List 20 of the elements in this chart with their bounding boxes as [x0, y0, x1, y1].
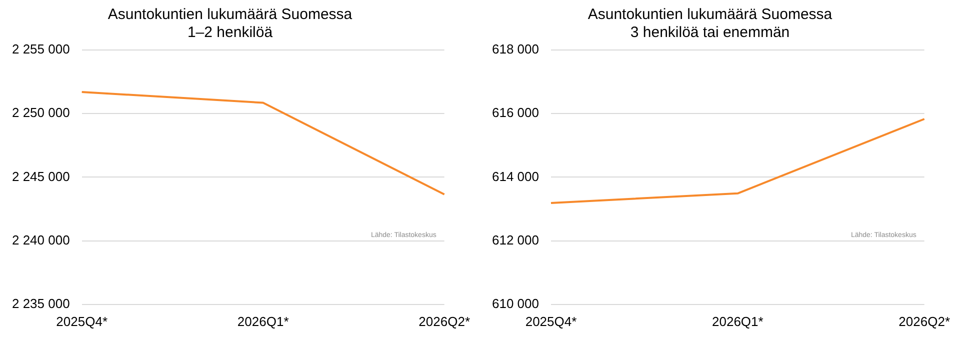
x-tick-label: 2025Q4*	[525, 314, 577, 329]
y-tick-label: 610 000	[492, 296, 539, 311]
x-tick-label: 2026Q2*	[898, 314, 950, 329]
chart-subtitle: 3 henkilöä tai enemmän	[630, 24, 790, 42]
y-tick-label: 614 000	[492, 168, 539, 184]
y-tick-label: 2 255 000	[12, 42, 70, 57]
chart-title: Asuntokuntien lukumäärä Suomessa	[588, 6, 833, 24]
y-tick-label: 2 235 000	[12, 296, 70, 311]
y-tick-label: 2 250 000	[12, 105, 70, 120]
y-tick-label: 618 000	[492, 42, 539, 57]
x-tick-label: 2026Q1*	[237, 314, 289, 329]
x-tick-label: 2025Q4*	[56, 314, 108, 329]
chart-title: Asuntokuntien lukumäärä Suomessa	[108, 6, 353, 24]
chart-subtitle: 1–2 henkilöä	[187, 24, 274, 42]
y-tick-label: 612 000	[492, 232, 539, 248]
y-tick-label: 2 245 000	[12, 168, 70, 184]
x-tick-label: 2026Q1*	[712, 314, 764, 329]
x-tick-label: 2026Q2*	[418, 314, 470, 329]
y-tick-label: 616 000	[492, 105, 539, 120]
y-tick-label: 2 240 000	[12, 232, 70, 248]
